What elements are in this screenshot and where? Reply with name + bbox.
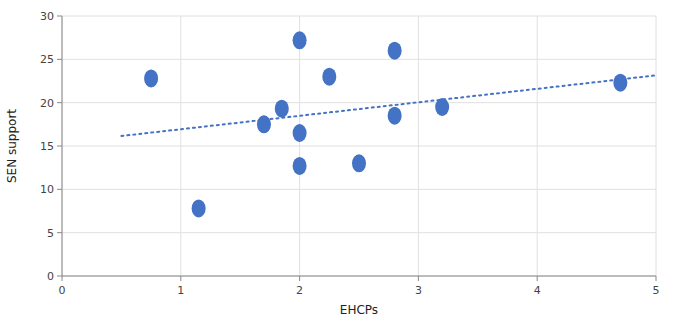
y-axis-label: SEN support: [5, 109, 19, 183]
x-tick-label: 4: [534, 284, 541, 297]
x-tick: [537, 276, 538, 281]
grid: [62, 16, 656, 276]
x-tick-label: 5: [653, 284, 660, 297]
scatter-point: [192, 199, 206, 217]
y-tick: [57, 146, 62, 147]
plot-area: [121, 31, 656, 217]
scatter-point: [293, 124, 307, 142]
axes: 0 1 2 3 4 5 0 5 10 15 20 25 30: [40, 10, 660, 297]
y-tick-label: 15: [40, 140, 54, 153]
y-tick: [57, 276, 62, 277]
x-tick: [62, 276, 63, 281]
y-grid-line: [62, 102, 656, 103]
y-tick-label: 30: [40, 10, 54, 23]
x-tick: [656, 276, 657, 281]
x-tick-label: 2: [296, 284, 303, 297]
x-tick: [418, 276, 419, 281]
chart-container: 0 1 2 3 4 5 0 5 10 15 20 25 30 EHCPs SEN support: [0, 0, 674, 324]
y-grid-line: [62, 232, 656, 233]
scatter-point: [613, 74, 627, 92]
y-tick-label: 5: [47, 227, 54, 240]
y-tick: [57, 59, 62, 60]
scatter-point: [352, 154, 366, 172]
y-tick: [57, 189, 62, 190]
x-tick-label: 1: [177, 284, 184, 297]
x-axis-label: EHCPs: [340, 303, 378, 317]
y-tick-label: 20: [40, 97, 54, 110]
y-grid-line: [62, 189, 656, 190]
scatter-point: [275, 100, 289, 118]
x-grid-line: [62, 16, 63, 276]
scatter-point: [388, 107, 402, 125]
scatter-point: [322, 68, 336, 86]
y-grid-line: [62, 276, 656, 277]
y-tick: [57, 16, 62, 17]
y-tick: [57, 232, 62, 233]
y-axis-line: [62, 16, 63, 276]
y-grid-line: [62, 146, 656, 147]
scatter-point: [144, 69, 158, 87]
x-tick-label: 0: [59, 284, 66, 297]
x-tick: [299, 276, 300, 281]
y-tick: [57, 102, 62, 103]
scatter-point: [388, 42, 402, 60]
x-axis-line: [62, 276, 656, 277]
y-grid-line: [62, 59, 656, 60]
x-tick-label: 3: [415, 284, 422, 297]
chart: 0 1 2 3 4 5 0 5 10 15 20 25 30 EHCPs SEN support: [0, 0, 674, 324]
scatter-point: [257, 115, 271, 133]
y-tick-label: 0: [47, 270, 54, 283]
scatter-point: [293, 157, 307, 175]
scatter-point: [293, 31, 307, 49]
y-grid-line: [62, 16, 656, 17]
y-tick-label: 10: [40, 183, 54, 196]
x-tick: [180, 276, 181, 281]
trend-line: [121, 75, 656, 136]
y-tick-label: 25: [40, 53, 54, 66]
